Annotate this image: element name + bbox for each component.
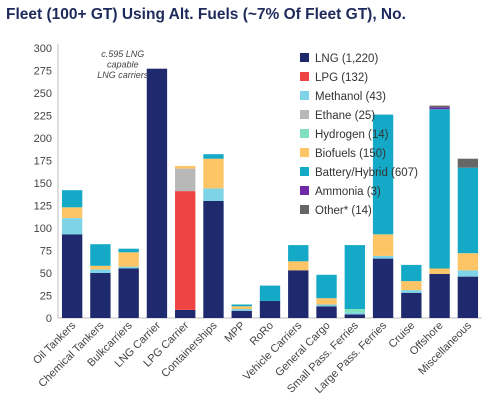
bar-segment [401, 281, 422, 291]
y-tick-label: 200 [34, 133, 52, 145]
bar-segment [61, 218, 83, 235]
bar-segment [231, 304, 252, 307]
bar-segment [203, 188, 224, 201]
bar-segment [175, 309, 196, 318]
bar-segment [316, 298, 337, 305]
bar-segment [316, 306, 337, 318]
bar-segment [231, 309, 252, 311]
legend-label: Biofuels (150) [315, 148, 386, 160]
annotation-text: capable [107, 60, 139, 70]
bar-segment [316, 274, 337, 299]
bar-segment [146, 68, 168, 318]
chart-title: Fleet (100+ GT) Using Alt. Fuels (~7% Of… [6, 6, 406, 23]
y-tick-label: 75 [40, 246, 52, 258]
y-tick-label: 0 [46, 313, 52, 325]
legend-label: Hydrogen (14) [315, 129, 389, 141]
y-tick-label: 300 [34, 43, 52, 55]
bar-segment [61, 234, 83, 318]
bar-segment [118, 252, 139, 267]
legend-swatch [300, 72, 309, 81]
bar-segment [288, 270, 309, 318]
legend-label: Ethane (25) [315, 110, 375, 122]
bar-segment [429, 273, 450, 318]
bar-segment [344, 245, 365, 309]
bar-segment [90, 273, 111, 318]
y-tick-label: 100 [34, 223, 52, 235]
bar-segment [118, 248, 139, 253]
bar-segment [118, 266, 139, 269]
bar-segment [175, 165, 196, 169]
bar-segment [316, 304, 337, 307]
bar-segment [344, 309, 365, 313]
legend-swatch [300, 167, 309, 176]
bar-segment [372, 255, 394, 259]
bar-segment [90, 269, 111, 273]
bar-segment [288, 245, 309, 262]
legend-label: Methanol (43) [315, 91, 386, 103]
legend-swatch [300, 129, 309, 138]
bar-segment [203, 201, 224, 318]
y-tick-label: 50 [40, 268, 52, 280]
y-tick-label: 150 [34, 178, 52, 190]
y-tick-label: 250 [34, 88, 52, 100]
bar-segment [401, 264, 422, 282]
bar-segment [429, 105, 450, 108]
bar-segment [344, 312, 365, 315]
y-tick-label: 125 [34, 201, 52, 213]
bar-segment [372, 234, 394, 256]
bar-segment [457, 158, 479, 168]
bar-segment [372, 258, 394, 318]
legend-swatch [300, 186, 309, 195]
bar-segment [203, 158, 224, 189]
bar-segment [457, 270, 479, 277]
bar-segment [61, 207, 83, 219]
bar-segment [259, 285, 281, 301]
bar-segment [231, 310, 252, 318]
bar-segment [118, 268, 139, 318]
bar-segment [372, 114, 394, 235]
legend-swatch [300, 148, 309, 157]
bar-segment [288, 261, 309, 271]
legend-swatch [300, 91, 309, 100]
y-tick-label: 225 [34, 111, 52, 123]
annotation-text: LNG carriers [97, 70, 149, 80]
y-tick-label: 175 [34, 156, 52, 168]
bar-segment [203, 154, 224, 159]
bar-segment [429, 109, 450, 269]
bar-segment [401, 290, 422, 293]
bar-segment [429, 107, 450, 110]
bar-segment [344, 314, 365, 318]
bar-segment [90, 265, 111, 270]
legend-swatch [300, 205, 309, 214]
legend-label: Battery/Hybrid (607) [315, 167, 418, 179]
bar-segment [429, 268, 450, 274]
legend-label: Ammonia (3) [315, 186, 381, 198]
legend-label: Other* (14) [315, 205, 372, 217]
bar-segment [259, 300, 281, 318]
bar-segment [457, 253, 479, 271]
legend-swatch [300, 53, 309, 62]
bar-segment [175, 191, 196, 310]
bar-segment [457, 167, 479, 254]
bar-segment [61, 190, 83, 208]
bar-segment [231, 306, 252, 309]
bar-segment [457, 276, 479, 318]
bar-segment [401, 292, 422, 318]
legend-label: LPG (132) [315, 72, 368, 84]
bar-segment [175, 168, 196, 192]
y-tick-label: 25 [40, 291, 52, 303]
legend-label: LNG (1,220) [315, 53, 378, 65]
category-label: MPP [223, 320, 248, 345]
bar-segment [90, 244, 111, 266]
legend-swatch [300, 110, 309, 119]
annotation-text: c.595 LNG [101, 49, 144, 59]
y-tick-label: 275 [34, 66, 52, 78]
